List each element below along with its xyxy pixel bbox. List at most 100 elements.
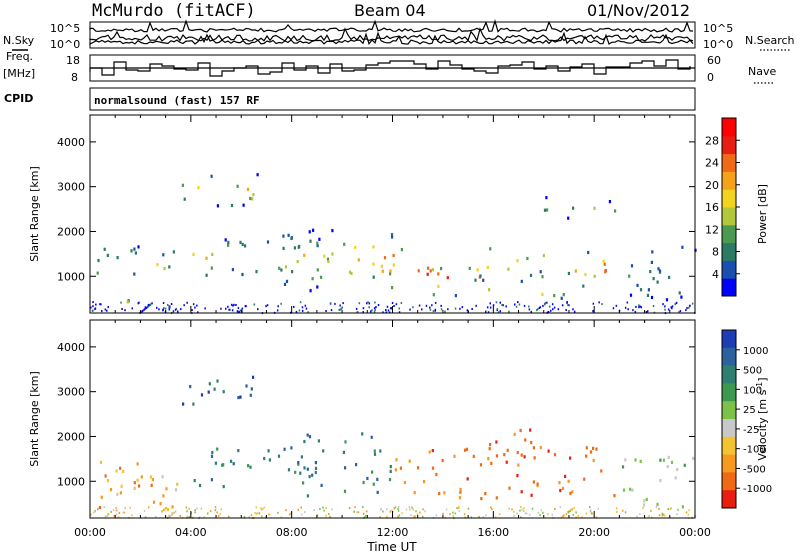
scatter-cell	[389, 269, 392, 273]
scatter-cell	[183, 304, 185, 307]
scatter-cell	[214, 461, 217, 465]
x-tick-label: 12:00	[377, 526, 409, 539]
colorbar-segment	[722, 347, 736, 367]
scatter-cell	[364, 516, 366, 519]
scatter-cell	[241, 242, 244, 246]
scatter-cell	[664, 514, 666, 517]
scatter-cell	[94, 510, 96, 513]
scatter-cell	[305, 307, 308, 310]
scatter-cell	[107, 513, 110, 515]
scatter-cell	[508, 507, 510, 510]
scatter-cell	[318, 237, 321, 241]
scatter-cell	[408, 459, 411, 463]
scatter-cell	[146, 306, 148, 309]
scatter-cell	[476, 268, 479, 272]
scatter-cell	[362, 480, 365, 485]
scatter-cell	[521, 508, 523, 511]
scatter-cell	[155, 515, 157, 518]
scatter-cell	[688, 306, 690, 309]
scatter-cell	[520, 506, 522, 509]
scatter-cell	[484, 492, 487, 496]
scatter-cell	[569, 491, 572, 495]
colorbar-segment	[722, 207, 736, 226]
scatter-cell	[225, 307, 227, 310]
scatter-cell	[186, 515, 189, 518]
scatter-cell	[635, 305, 637, 308]
scatter-cell	[152, 500, 156, 504]
scatter-cell	[123, 511, 126, 514]
scatter-cell	[530, 310, 532, 313]
scatter-cell	[213, 387, 216, 391]
scatter-cell	[236, 310, 239, 313]
scatter-cell	[495, 301, 498, 304]
scatter-cell	[636, 515, 638, 518]
scatter-cell	[309, 239, 312, 243]
freq-traces	[89, 59, 695, 77]
scatter-cell	[624, 306, 627, 309]
scatter-cell	[434, 301, 437, 304]
scatter-cell	[511, 508, 513, 511]
scatter-cell	[302, 481, 305, 485]
scatter-cell	[516, 450, 519, 455]
scatter-cell	[427, 266, 430, 270]
colorbar-segment	[722, 153, 736, 172]
scatter-cell	[431, 268, 434, 272]
scatter-cell	[96, 271, 99, 275]
colorbar-tick-label: 25	[743, 405, 756, 416]
scatter-cell	[151, 478, 154, 482]
colorbar-tick-label: 100	[743, 385, 762, 396]
scatter-cell	[452, 514, 455, 517]
power-colorbar-label: Power [dB]	[756, 184, 769, 244]
scatter-cell	[613, 494, 616, 498]
scatter-cell	[388, 478, 392, 482]
scatter-cell	[94, 307, 97, 310]
scatter-cell	[211, 252, 214, 256]
scatter-cell	[652, 305, 655, 307]
scatter-cell	[508, 310, 510, 313]
scatter-cell	[468, 266, 471, 270]
y-tick-label: 3000	[57, 386, 85, 399]
x-tick-label: 20:00	[578, 526, 610, 539]
scatter-cell	[529, 428, 532, 432]
scatter-cell	[685, 309, 687, 312]
scatter-cell	[435, 472, 438, 477]
scatter-cell	[210, 266, 213, 270]
scatter-cell	[592, 302, 595, 305]
scatter-cell	[370, 435, 373, 439]
scatter-cell	[301, 513, 303, 516]
scatter-cell	[267, 449, 270, 453]
scatter-cell	[393, 305, 395, 307]
colorbar-segment	[722, 365, 736, 384]
scatter-cell	[508, 486, 511, 490]
scatter-cell	[600, 469, 603, 473]
scatter-cell	[316, 241, 319, 245]
scatter-cell	[120, 484, 123, 488]
scatter-cell	[602, 259, 605, 263]
scatter-cell	[287, 468, 291, 472]
scatter-cell	[557, 308, 560, 311]
scatter-cell	[466, 309, 469, 312]
scatter-cell	[120, 301, 122, 304]
scatter-cell	[432, 293, 435, 297]
scatter-cell	[412, 306, 414, 309]
scatter-cell	[136, 462, 139, 466]
scatter-cell	[133, 486, 136, 490]
scatter-cell	[168, 265, 171, 269]
scatter-cell	[164, 307, 167, 310]
scatter-cell	[431, 466, 435, 470]
scatter-cell	[546, 301, 548, 304]
scatter-cell	[513, 514, 515, 517]
scatter-cell	[567, 304, 569, 307]
scatter-cell	[440, 304, 442, 307]
scatter-cell	[249, 465, 252, 469]
scatter-cell	[230, 459, 233, 463]
scatter-cell	[523, 304, 526, 307]
scatter-cell	[454, 512, 457, 515]
scatter-cell	[686, 307, 688, 310]
scatter-cell	[232, 304, 234, 307]
scatter-cell	[314, 461, 317, 465]
scatter-cell	[671, 307, 673, 310]
scatter-cell	[587, 250, 590, 255]
power-yaxis: 1000 2000 3000 4000	[57, 136, 695, 283]
scatter-cell	[254, 512, 256, 515]
